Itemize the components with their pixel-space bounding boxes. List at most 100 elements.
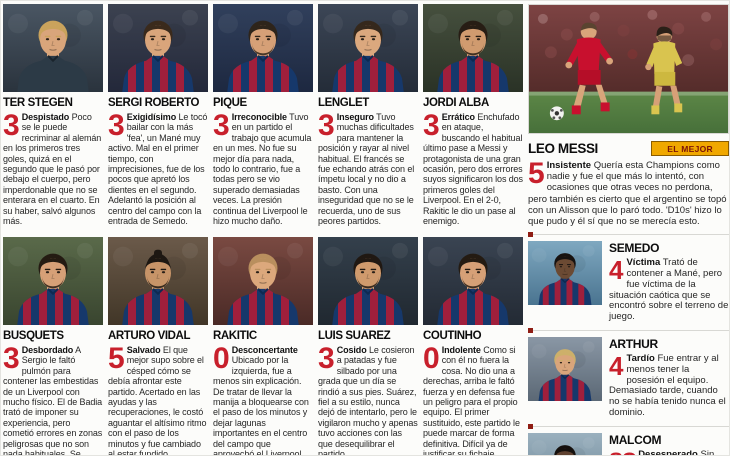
match-action-scene (529, 5, 728, 133)
player-card-pique: PIQUÉ 3 Irreconocible Tuvo en un partido … (213, 4, 313, 227)
sub-card-body: ARTHUR 4 Tardío Fue entrar y al menos ten… (609, 337, 729, 419)
player-card-ter-stegen: TER STEGEN 3 Despistado Poco se le puede … (3, 4, 103, 227)
player-photo (423, 4, 523, 92)
rating-number: 3 (3, 109, 20, 142)
player-name: TER STEGEN (3, 97, 73, 109)
player-card-jordi-alba: JORDI ALBA 3 Errático Enchufado en ataque… (423, 4, 523, 227)
rating-number: 4 (609, 351, 624, 381)
player-name: LENGLET (318, 97, 369, 109)
rating-body: Como si con él no fuera la cosa. No dio … (423, 345, 520, 456)
player-photo (528, 432, 602, 455)
rating-adjective: Indolente (441, 345, 481, 355)
rating-body: A Sergio le faltó pulmón para contener l… (3, 345, 103, 456)
player-name: JORDI ALBA (423, 97, 489, 109)
rating-text: 0 Indolente Como si con él no fuera la co… (423, 342, 523, 456)
player-name: PIQUÉ (213, 97, 247, 109)
player-name: SEMEDO (609, 241, 660, 256)
player-name: MALCOM (609, 432, 662, 447)
featured-rating-text: 5 Insistente Quería esta Champions como n… (528, 157, 729, 228)
featured-player-name: LEO MESSI (528, 141, 598, 156)
sub-card-body: SEMEDO 4 Víctima Trató de contener a Mané… (609, 241, 729, 323)
rating-text: 4 Víctima Trató de contener a Mané, pero … (609, 255, 729, 323)
rating-body: Le tocó bailar con la más 'fea', un Mané… (108, 112, 208, 227)
rating-number: 0 (423, 342, 440, 375)
rating-adjective: Exigidísimo (126, 112, 177, 122)
rating-number: 3 (108, 109, 125, 142)
player-photo (528, 241, 602, 306)
rating-text: 3 Desbordado A Sergio le faltó pulmón par… (3, 344, 103, 456)
featured-header: LEO MESSI EL MEJOR (528, 141, 729, 156)
rating-text: 3 Despistado Poco se le puede recriminar … (3, 109, 103, 227)
sub-card-arthur: ARTHUR 4 Tardío Fue entrar y al menos ten… (528, 328, 729, 419)
player-name: RAKITIC (213, 330, 257, 342)
rating-body: Enchufado en ataque, buscando el habitua… (423, 112, 523, 227)
player-card-busquets: BUSQUETS 3 Desbordado A Sergio le faltó p… (3, 237, 103, 456)
rating-number: 3 (318, 109, 335, 142)
rating-body: Ubicado por la izquierda, fue a menos si… (213, 355, 309, 456)
player-photo (3, 4, 103, 92)
rating-body: Quería esta Champions como nadie y fue e… (528, 160, 727, 228)
rating-number: 3 (213, 109, 230, 142)
best-player-badge: EL MEJOR (651, 141, 729, 156)
player-name: SERGI ROBERTO (108, 97, 200, 109)
messi-player (645, 26, 683, 115)
rating-number: 0 (213, 342, 230, 375)
sub-card-malcom: MALCOM SCDesesperado Sin casi minutos pa… (528, 423, 729, 456)
rating-text: 3 Errático Enchufado en ataque, buscando … (423, 109, 523, 227)
rating-adjective: Desesperado (638, 448, 698, 456)
rating-adjective: Desconcertante (231, 345, 298, 355)
rating-text: 0 Desconcertante Ubicado por la izquierda… (213, 342, 313, 456)
rating-adjective: Inseguro (336, 112, 374, 122)
players-grid: TER STEGEN 3 Despistado Poco se le puede … (3, 4, 525, 456)
player-photo (108, 4, 208, 92)
player-name: BUSQUETS (3, 330, 64, 342)
player-photo (528, 337, 602, 401)
rating-body: Sin casi minutos para ser protagonista, … (700, 448, 715, 456)
player-card-arturo-vidal: ARTURO VIDAL 5 Salvado El que mejor supo … (108, 237, 208, 456)
player-card-coutinho: COUTINHO 0 Indolente Como si con él no fu… (423, 237, 523, 456)
rating-adjective: Víctima (626, 257, 661, 269)
rating-adjective: Desbordado (21, 345, 74, 355)
player-photo (318, 237, 418, 325)
player-photo (213, 237, 313, 325)
player-photo (318, 4, 418, 92)
rating-text: SCDesesperado Sin casi minutos para ser … (609, 448, 729, 456)
rating-adjective: Salvado (126, 345, 161, 355)
player-card-luis-suarez: LUIS SUÁREZ 3 Cosido Le cosieron a patada… (318, 237, 418, 456)
rating-body: Tuvo muchas dificultades para mantener l… (318, 112, 415, 227)
player-name: COUTINHO (423, 330, 482, 342)
rating-body: Fue entrar y al menos tener la posesión … (609, 353, 726, 418)
rating-text: 5 Salvado El que mejor supo sobre el césp… (108, 344, 208, 456)
rating-body: Tuvo en un partido el trabajo que acumul… (213, 112, 312, 227)
rating-adjective: Irreconocible (231, 112, 287, 122)
player-photo (423, 237, 523, 325)
player-photo (108, 237, 208, 325)
rating-text: 3 Exigidísimo Le tocó bailar con la más '… (108, 109, 208, 227)
rating-number: 3 (423, 109, 440, 142)
rating-text: 3 Cosido Le cosieron a patadas y fue silb… (318, 342, 418, 456)
sub-card-semedo: SEMEDO 4 Víctima Trató de contener a Mané… (528, 232, 729, 323)
rating-text: 4 Tardío Fue entrar y al menos tener la p… (609, 351, 729, 419)
rating-adjective: Tardío (626, 353, 655, 364)
player-name: LUIS SUÁREZ (318, 330, 391, 342)
rating-number: 5 (528, 157, 545, 190)
sub-card-body: MALCOM SCDesesperado Sin casi minutos pa… (609, 432, 729, 456)
featured-photo (528, 4, 729, 134)
rating-adjective: Cosido (336, 345, 367, 355)
rating-body: Poco se le puede recriminar al alemán en… (3, 112, 102, 227)
player-name: ARTHUR (609, 337, 658, 351)
liverpool-player (565, 22, 613, 115)
rating-body: Trató de contener a Mané, pero fue vícti… (609, 257, 729, 323)
rating-body: Le cosieron a patadas y fue silbado por … (318, 345, 418, 456)
player-card-lenglet: LENGLET 3 Inseguro Tuvo muchas dificultad… (318, 4, 418, 227)
player-card-rakitic: RAKITIC 0 Desconcertante Ubicado por la i… (213, 237, 313, 456)
player-photo (3, 237, 103, 325)
rating-number: 3 (318, 342, 335, 375)
rating-adjective: Despistado (21, 112, 70, 122)
rating-number: SC (609, 450, 637, 455)
rating-number: 4 (609, 255, 624, 286)
rating-body: El que mejor supo sobre el césped cómo s… (108, 345, 207, 456)
player-card-sergi-roberto: SERGI ROBERTO 3 Exigidísimo Le tocó baila… (108, 4, 208, 227)
ball (549, 106, 564, 121)
